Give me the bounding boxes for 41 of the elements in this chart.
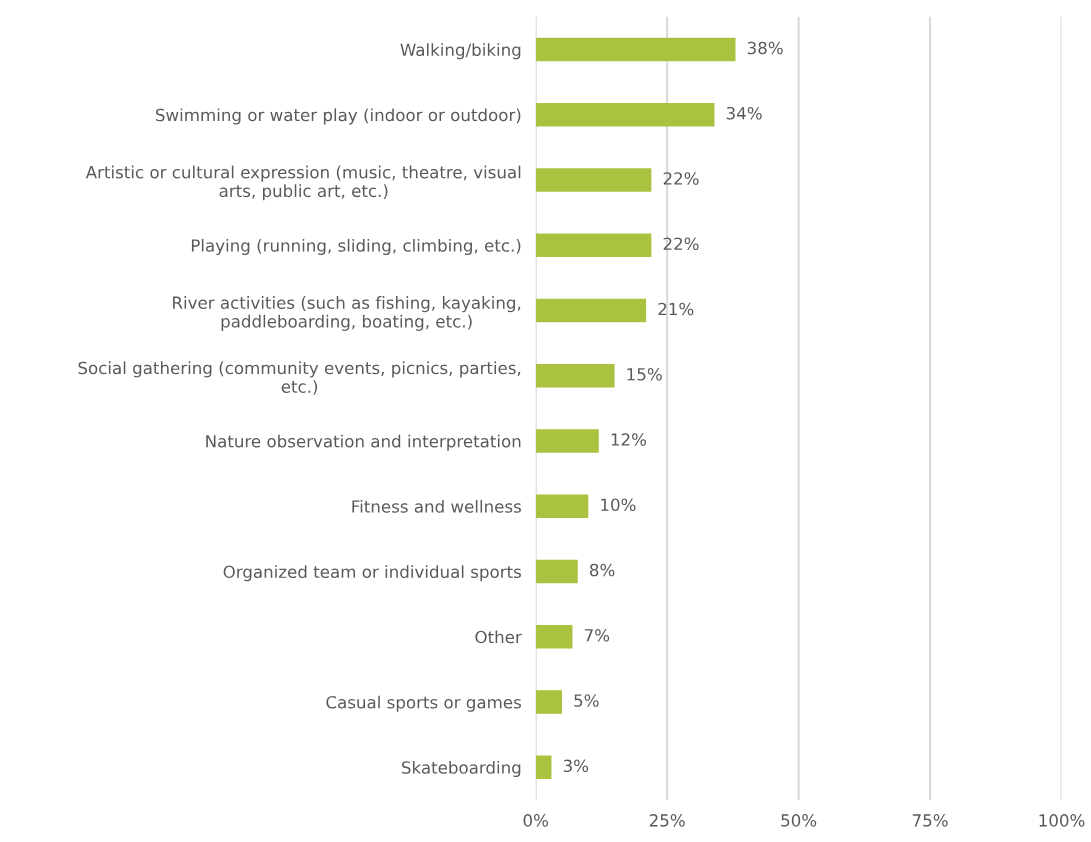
x-tick-label: 25% bbox=[649, 814, 685, 827]
bar bbox=[535, 559, 578, 584]
y-tick-label: Playing (running, sliding, climbing, etc.) bbox=[191, 238, 521, 256]
data-label: 3% bbox=[563, 759, 589, 773]
bar bbox=[535, 755, 552, 780]
y-tick-label: Swimming or water play (indoor or outdoor) bbox=[156, 108, 521, 125]
data-label: 21% bbox=[658, 302, 694, 316]
y-tick-label: Organized team or individual sports bbox=[223, 565, 521, 582]
data-label: 12% bbox=[611, 433, 647, 446]
data-label: 15% bbox=[627, 367, 662, 381]
data-label: 38% bbox=[747, 41, 783, 55]
y-tick-label: Casual sports or games bbox=[326, 695, 521, 712]
data-label: 7% bbox=[584, 628, 610, 642]
y-tick-label: Social gathering (community events, picnics, parties, etc.) bbox=[78, 361, 521, 395]
x-tick-label: 50% bbox=[781, 814, 817, 827]
bar bbox=[535, 168, 652, 192]
y-tick-label: Fitness and wellness bbox=[352, 499, 521, 513]
data-label: 22% bbox=[663, 172, 699, 185]
y-tick-label: Nature observation and interpretation bbox=[206, 434, 521, 451]
data-label: 22% bbox=[663, 237, 699, 251]
bar bbox=[535, 233, 652, 257]
y-tick-label: Skateboarding bbox=[402, 760, 521, 778]
y-tick-label: River activities (such as fishing, kayaking, paddleboarding, boating, etc.) bbox=[173, 296, 521, 331]
bar bbox=[535, 364, 615, 388]
bar bbox=[535, 690, 562, 714]
bar bbox=[535, 625, 573, 649]
y-tick-label: Walking/biking bbox=[400, 43, 521, 60]
y-tick-label: Other bbox=[475, 630, 522, 644]
bar bbox=[535, 102, 715, 127]
data-label: 10% bbox=[601, 498, 636, 512]
data-label: 34% bbox=[726, 106, 762, 120]
data-label: 8% bbox=[589, 563, 615, 577]
x-tick-label: 0% bbox=[523, 814, 548, 827]
bar bbox=[535, 298, 647, 323]
bar bbox=[535, 37, 736, 62]
y-tick-label: Artistic or cultural expression (music, theatre, visual arts, public art, etc.) bbox=[85, 165, 521, 201]
data-label: 5% bbox=[574, 694, 599, 707]
bar bbox=[535, 429, 599, 453]
bar bbox=[535, 494, 589, 518]
x-tick-label: 100% bbox=[1039, 814, 1085, 827]
x-tick-label: 75% bbox=[912, 814, 948, 827]
